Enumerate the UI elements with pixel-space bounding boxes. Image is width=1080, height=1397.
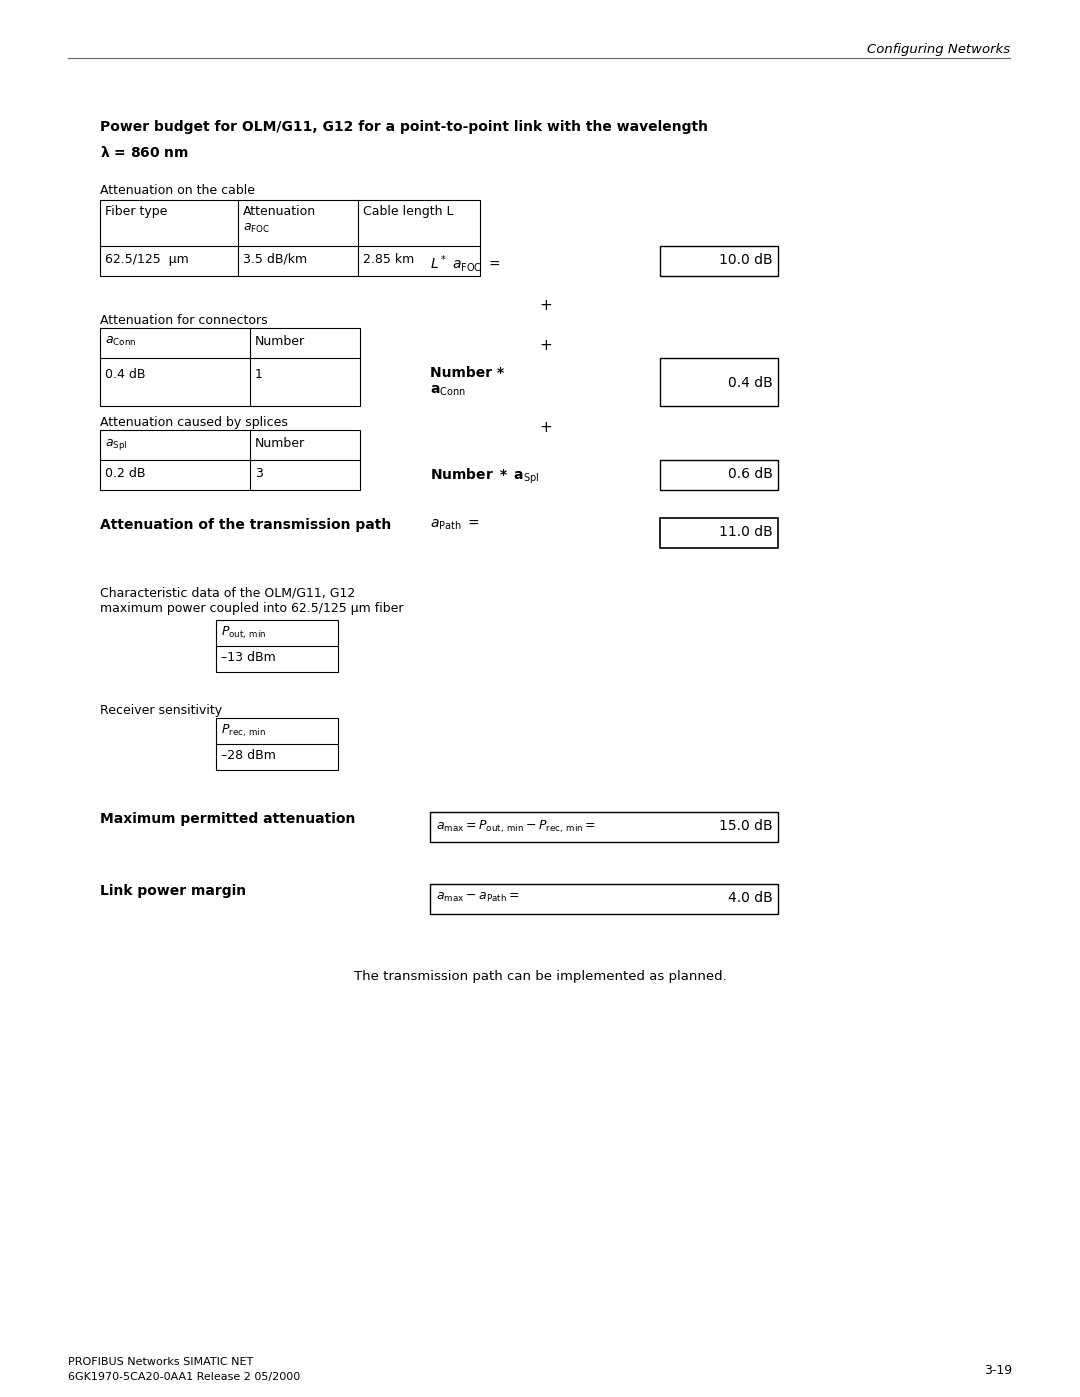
Text: $a_{\rm Conn}$: $a_{\rm Conn}$	[105, 335, 136, 348]
Text: Characteristic data of the OLM/G11, G12: Characteristic data of the OLM/G11, G12	[100, 585, 355, 599]
Text: 4.0 dB: 4.0 dB	[728, 891, 773, 905]
Text: $a_{\rm FOC}$: $a_{\rm FOC}$	[243, 222, 270, 235]
Text: Number: Number	[255, 335, 306, 348]
Text: 15.0 dB: 15.0 dB	[719, 819, 773, 833]
Text: +: +	[540, 298, 552, 313]
Bar	[430, 884, 778, 914]
Bar	[216, 620, 338, 672]
Text: Maximum permitted attenuation: Maximum permitted attenuation	[100, 812, 355, 826]
Text: 62.5/125  μm: 62.5/125 μm	[105, 253, 189, 265]
Bar	[660, 246, 778, 277]
Text: $P_{\rm out,\,min}$: $P_{\rm out,\,min}$	[221, 624, 267, 641]
Text: 10.0 dB: 10.0 dB	[719, 253, 773, 267]
Text: $\mathbf{Number\ *\ a_{\rm Spl}}$: $\mathbf{Number\ *\ a_{\rm Spl}}$	[430, 467, 539, 486]
Bar	[660, 358, 778, 407]
Bar	[430, 812, 778, 842]
Text: $P_{\rm rec,\,min}$: $P_{\rm rec,\,min}$	[221, 724, 266, 739]
Text: Power budget for OLM/G11, G12 for a point-to-point link with the wavelength: Power budget for OLM/G11, G12 for a poin…	[100, 120, 708, 134]
Text: maximum power coupled into 62.5/125 μm fiber: maximum power coupled into 62.5/125 μm f…	[100, 602, 404, 615]
Text: $\mathbf{a_{\rm Conn}}$: $\mathbf{a_{\rm Conn}}$	[430, 384, 465, 398]
Bar	[100, 200, 480, 277]
Text: +: +	[540, 420, 552, 434]
Text: 3.5 dB/km: 3.5 dB/km	[243, 253, 307, 265]
Text: Attenuation caused by splices: Attenuation caused by splices	[100, 416, 288, 429]
Text: 6GK1970-5CA20-0AA1 Release 2 05/2000: 6GK1970-5CA20-0AA1 Release 2 05/2000	[68, 1372, 300, 1382]
Text: 0.4 dB: 0.4 dB	[105, 367, 146, 381]
Text: 1: 1	[255, 367, 262, 381]
Text: Attenuation on the cable: Attenuation on the cable	[100, 184, 255, 197]
Bar	[660, 518, 778, 548]
Text: 0.4 dB: 0.4 dB	[728, 376, 773, 390]
Text: $a_{\rm Path}\ =$: $a_{\rm Path}\ =$	[430, 518, 480, 532]
Text: Receiver sensitivity: Receiver sensitivity	[100, 704, 222, 717]
Text: $a_{\rm Spl}$: $a_{\rm Spl}$	[105, 437, 127, 453]
Text: –13 dBm: –13 dBm	[221, 651, 275, 664]
Text: –28 dBm: –28 dBm	[221, 749, 275, 761]
Text: PROFIBUS Networks SIMATIC NET: PROFIBUS Networks SIMATIC NET	[68, 1356, 253, 1368]
Bar	[100, 430, 360, 490]
Text: Number: Number	[255, 437, 306, 450]
Text: Attenuation of the transmission path: Attenuation of the transmission path	[100, 518, 391, 532]
Text: $a_{\rm max} = P_{\rm out,\,min} - P_{\rm rec,\,min} =$: $a_{\rm max} = P_{\rm out,\,min} - P_{\r…	[436, 819, 596, 835]
Text: 3-19: 3-19	[984, 1363, 1012, 1377]
Bar	[660, 460, 778, 490]
Text: Attenuation: Attenuation	[243, 205, 316, 218]
Text: 2.85 km: 2.85 km	[363, 253, 415, 265]
Text: $a_{\rm max} - a_{\rm Path} =$: $a_{\rm max} - a_{\rm Path} =$	[436, 891, 519, 904]
Text: 0.6 dB: 0.6 dB	[728, 467, 773, 481]
Text: Link power margin: Link power margin	[100, 884, 246, 898]
Text: 0.2 dB: 0.2 dB	[105, 467, 146, 481]
Text: Number *: Number *	[430, 366, 504, 380]
Text: 11.0 dB: 11.0 dB	[719, 525, 773, 539]
Bar	[216, 718, 338, 770]
Text: 3: 3	[255, 467, 262, 481]
Text: Configuring Networks: Configuring Networks	[867, 43, 1010, 56]
Text: Fiber type: Fiber type	[105, 205, 167, 218]
Text: $L^*\ a_{\rm FOC}\ =$: $L^*\ a_{\rm FOC}\ =$	[430, 253, 500, 274]
Text: +: +	[540, 338, 552, 353]
Text: Attenuation for connectors: Attenuation for connectors	[100, 314, 268, 327]
Text: The transmission path can be implemented as planned.: The transmission path can be implemented…	[353, 970, 727, 983]
Text: Cable length L: Cable length L	[363, 205, 454, 218]
Text: $\mathbf{\lambda}$ = 860 nm: $\mathbf{\lambda}$ = 860 nm	[100, 145, 189, 161]
Bar	[100, 328, 360, 407]
